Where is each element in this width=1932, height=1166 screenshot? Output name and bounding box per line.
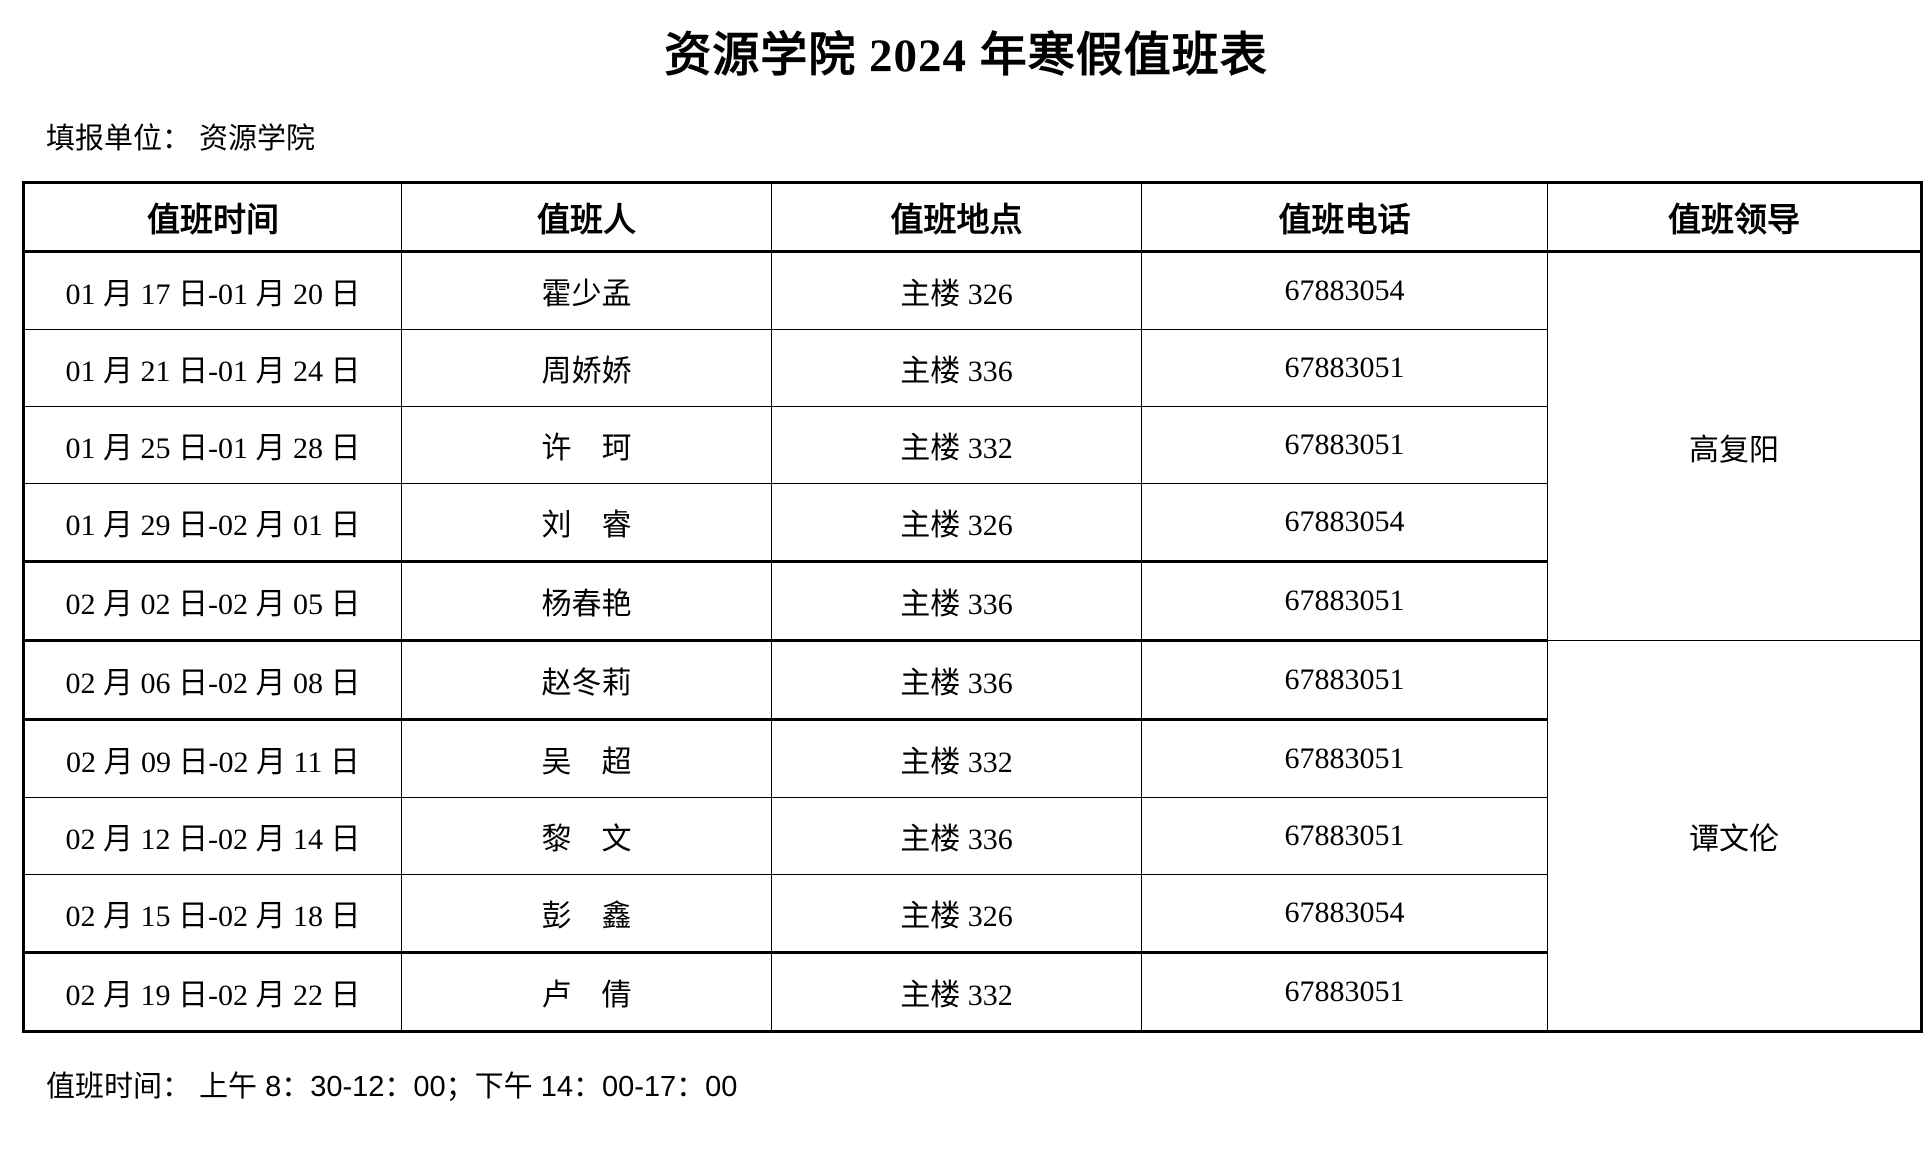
cell-phone: 67883051 bbox=[1141, 329, 1548, 407]
cell-time: 02 月 09 日-02 月 11 日 bbox=[23, 719, 402, 798]
cell-time: 02 月 06 日-02 月 08 日 bbox=[23, 640, 402, 721]
cell-location: 主楼 336 bbox=[771, 640, 1142, 721]
cell-phone: 67883054 bbox=[1141, 483, 1548, 563]
column-header-time: 值班时间 bbox=[23, 182, 402, 253]
page-title: 资源学院 2024 年寒假值班表 bbox=[664, 30, 1268, 82]
cell-time: 01 月 17 日-01 月 20 日 bbox=[23, 251, 402, 330]
cell-person: 杨春艳 bbox=[401, 561, 772, 642]
cell-leader-group-2: 谭文伦 bbox=[1547, 640, 1922, 1032]
table-header-row: 值班时间 值班人 值班地点 值班电话 值班领导 bbox=[23, 182, 1922, 253]
cell-phone: 67883051 bbox=[1141, 561, 1548, 642]
cell-location: 主楼 332 bbox=[771, 952, 1142, 1032]
cell-location: 主楼 326 bbox=[771, 874, 1142, 954]
table-row: 01 月 25 日-01 月 28 日 许 珂 主楼 332 67883051 bbox=[23, 406, 1922, 484]
table-row: 02 月 09 日-02 月 11 日 吴 超 主楼 332 67883051 bbox=[23, 719, 1922, 798]
cell-time: 02 月 15 日-02 月 18 日 bbox=[23, 874, 402, 954]
cell-person: 赵冬莉 bbox=[401, 640, 772, 721]
cell-person: 霍少孟 bbox=[401, 251, 772, 330]
table-row: 02 月 19 日-02 月 22 日 卢 倩 主楼 332 67883051 bbox=[23, 952, 1922, 1032]
cell-person: 刘 睿 bbox=[401, 483, 772, 563]
table-row: 02 月 06 日-02 月 08 日 赵冬莉 主楼 336 67883051 … bbox=[23, 640, 1922, 1032]
cell-person: 黎 文 bbox=[401, 797, 772, 875]
cell-location: 主楼 336 bbox=[771, 561, 1142, 642]
table-row: 02 月 02 日-02 月 05 日 杨春艳 主楼 336 67883051 bbox=[23, 561, 1922, 642]
table-row: 01 月 29 日-02 月 01 日 刘 睿 主楼 326 67883054 bbox=[23, 483, 1922, 563]
column-header-location: 值班地点 bbox=[771, 182, 1142, 253]
cell-person: 周娇娇 bbox=[401, 329, 772, 407]
column-header-phone: 值班电话 bbox=[1141, 182, 1548, 253]
table-row: 02 月 12 日-02 月 14 日 黎 文 主楼 336 67883051 bbox=[23, 797, 1922, 875]
duty-hours-note: 值班时间： 上午 8：30-12：00；下午 14：00-17：00 bbox=[46, 1071, 738, 1103]
cell-leader-group-1: 高复阳 bbox=[1547, 251, 1922, 641]
duty-schedule-table: 值班时间 值班人 值班地点 值班电话 值班领导 01 月 17 日-01 月 2… bbox=[22, 181, 1923, 1033]
cell-time: 02 月 12 日-02 月 14 日 bbox=[23, 797, 402, 875]
cell-phone: 67883051 bbox=[1141, 406, 1548, 484]
cell-phone: 67883051 bbox=[1141, 952, 1548, 1032]
cell-location: 主楼 336 bbox=[771, 329, 1142, 407]
cell-location: 主楼 326 bbox=[771, 483, 1142, 563]
cell-time: 02 月 19 日-02 月 22 日 bbox=[23, 952, 402, 1032]
cell-time: 02 月 02 日-02 月 05 日 bbox=[23, 561, 402, 642]
table-row: 02 月 15 日-02 月 18 日 彭 鑫 主楼 326 67883054 bbox=[23, 874, 1922, 954]
cell-time: 01 月 25 日-01 月 28 日 bbox=[23, 406, 402, 484]
cell-location: 主楼 326 bbox=[771, 251, 1142, 330]
cell-time: 01 月 21 日-01 月 24 日 bbox=[23, 329, 402, 407]
cell-person: 卢 倩 bbox=[401, 952, 772, 1032]
cell-person: 许 珂 bbox=[401, 406, 772, 484]
cell-time: 01 月 29 日-02 月 01 日 bbox=[23, 483, 402, 563]
table-row: 01 月 17 日-01 月 20 日 霍少孟 主楼 326 67883054 … bbox=[23, 251, 1922, 641]
cell-location: 主楼 336 bbox=[771, 797, 1142, 875]
cell-phone: 67883051 bbox=[1141, 640, 1548, 721]
cell-location: 主楼 332 bbox=[771, 406, 1142, 484]
cell-phone: 67883054 bbox=[1141, 251, 1548, 330]
reporting-unit-line: 填报单位： 资源学院 bbox=[46, 123, 316, 155]
cell-location: 主楼 332 bbox=[771, 719, 1142, 798]
cell-person: 彭 鑫 bbox=[401, 874, 772, 954]
cell-person: 吴 超 bbox=[401, 719, 772, 798]
cell-phone: 67883051 bbox=[1141, 719, 1548, 798]
cell-phone: 67883051 bbox=[1141, 797, 1548, 875]
column-header-person: 值班人 bbox=[401, 182, 772, 253]
cell-phone: 67883054 bbox=[1141, 874, 1548, 954]
column-header-leader: 值班领导 bbox=[1547, 182, 1922, 253]
